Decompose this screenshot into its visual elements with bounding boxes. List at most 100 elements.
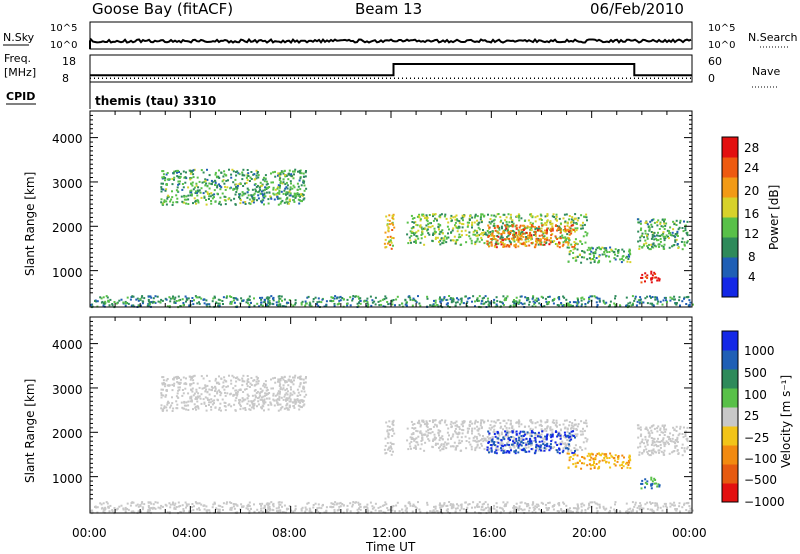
- echo-cell-6: [659, 240, 662, 243]
- echo-cell-0: [205, 405, 207, 407]
- echo-cell-0: [164, 179, 166, 182]
- echo-cell-7: [419, 510, 422, 513]
- echo-cell-7: [683, 297, 685, 300]
- echo-cell-2: [474, 449, 477, 452]
- echo-cell-2: [435, 442, 437, 445]
- echo-cell-3: [515, 224, 518, 227]
- echo-cell-6: [681, 454, 684, 457]
- echo-cell-0: [293, 200, 296, 203]
- echo-cell-0: [173, 384, 175, 387]
- echo-cell-7: [536, 300, 538, 303]
- echo-cell-6: [662, 235, 665, 238]
- echo-cell-0: [161, 383, 164, 386]
- echo-cell-2: [471, 422, 474, 425]
- echo-cell-3: [488, 440, 491, 443]
- echo-cell-7: [631, 303, 634, 306]
- echo-cell-2: [502, 231, 505, 234]
- echo-cell-0: [210, 192, 213, 195]
- echo-cell-0: [285, 404, 288, 407]
- echo-cell-2: [583, 429, 586, 432]
- echo-cell-7: [394, 510, 396, 513]
- echo-cell-2: [419, 219, 422, 222]
- echo-cell-3: [538, 239, 541, 242]
- echo-cell-7: [636, 300, 639, 303]
- echo-cell-0: [234, 389, 237, 392]
- echo-cell-7: [445, 299, 448, 301]
- echo-cell-6: [663, 445, 666, 448]
- echo-cell-7: [99, 296, 102, 299]
- echo-cell-0: [283, 375, 286, 378]
- echo-cell-3: [543, 241, 546, 243]
- echo-cell-5: [640, 281, 643, 284]
- echo-cell-7: [292, 304, 295, 307]
- echo-cell-7: [260, 298, 263, 301]
- echo-cell-2: [419, 424, 422, 427]
- echo-cell-6: [676, 441, 679, 443]
- echo-cell-2: [575, 448, 578, 451]
- echo-cell-0: [250, 194, 253, 197]
- echo-cell-4: [600, 248, 602, 251]
- echo-cell-5: [644, 275, 647, 278]
- echo-cell-7: [544, 297, 547, 300]
- echo-cell-0: [194, 398, 197, 400]
- echo-cell-6: [645, 221, 648, 224]
- echo-cell-3: [534, 234, 537, 237]
- echo-cell-0: [267, 186, 270, 189]
- echo-cell-6: [684, 430, 687, 433]
- echo-cell-7: [124, 304, 127, 307]
- echo-cell-3: [517, 245, 520, 248]
- echo-cell-3: [522, 442, 525, 444]
- echo-cell-0: [224, 409, 227, 412]
- echo-cell-7: [222, 296, 225, 299]
- echo-cell-2: [465, 241, 468, 244]
- echo-cell-0: [193, 403, 196, 406]
- echo-cell-2: [420, 226, 423, 229]
- echo-cell-2: [540, 428, 543, 431]
- echo-cell-0: [257, 403, 260, 406]
- echo-cell-0: [270, 172, 272, 175]
- echo-cell-4: [613, 257, 616, 260]
- echo-cell-2: [489, 437, 492, 439]
- echo-cell-2: [553, 216, 556, 218]
- echo-cell-0: [210, 406, 213, 408]
- echo-cell-3: [518, 439, 520, 442]
- echo-cell-0: [251, 188, 254, 191]
- echo-cell-7: [411, 304, 414, 307]
- echo-cell-0: [277, 186, 279, 189]
- echo-cell-0: [178, 182, 181, 185]
- echo-cell-6: [658, 434, 661, 436]
- echo-cell-0: [202, 171, 205, 174]
- echo-cell-2: [574, 217, 577, 220]
- echo-cell-2: [545, 224, 548, 226]
- echo-cell-3: [530, 224, 533, 227]
- echo-cell-2: [461, 422, 464, 425]
- echo-cell-7: [181, 504, 184, 507]
- echo-cell-7: [146, 304, 149, 307]
- echo-cell-2: [426, 434, 429, 437]
- freq-tick-high: 18: [62, 55, 76, 68]
- echo-cell-0: [298, 179, 301, 182]
- echo-cell-2: [551, 222, 554, 225]
- echo-cell-2: [434, 437, 437, 440]
- echo-cell-4: [612, 457, 615, 460]
- echo-cell-2: [540, 222, 543, 225]
- echo-cell-7: [229, 507, 232, 510]
- echo-cell-0: [288, 190, 291, 193]
- echo-cell-3: [522, 435, 525, 437]
- echo-cell-4: [590, 250, 593, 253]
- echo-cell-2: [526, 226, 529, 229]
- echo-cell-3: [561, 451, 564, 454]
- echo-cell-0: [242, 185, 245, 187]
- echo-cell-2: [477, 234, 480, 237]
- echo-cell-0: [292, 199, 295, 201]
- echo-cell-0: [264, 383, 267, 386]
- echo-cell-7: [593, 501, 596, 504]
- echo-cell-7: [374, 303, 377, 306]
- echo-cell-2: [415, 447, 417, 450]
- echo-cell-2: [570, 424, 573, 427]
- echo-cell-7: [198, 502, 201, 505]
- echo-cell-3: [559, 437, 562, 440]
- echo-cell-0: [235, 389, 238, 392]
- echo-cell-4: [590, 452, 593, 455]
- echo-cell-2: [483, 437, 486, 440]
